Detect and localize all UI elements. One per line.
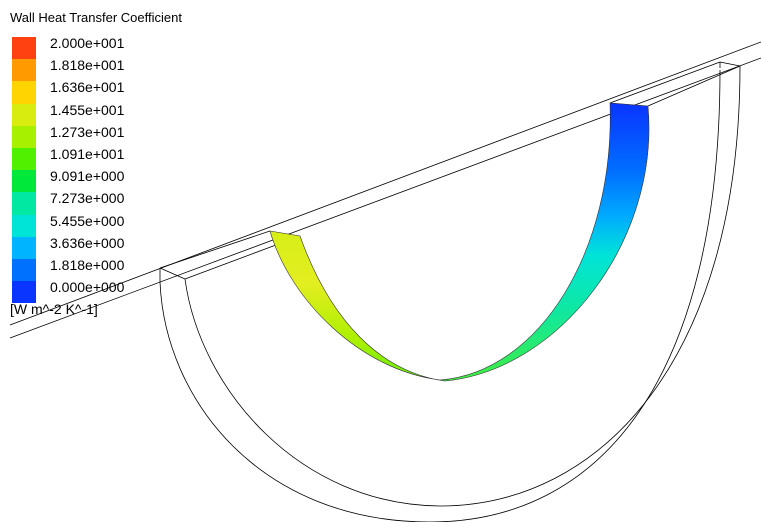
legend-swatch [12,281,36,304]
legend-swatch [12,81,36,104]
legend-swatch [12,59,36,82]
legend-tick-label: 7.273e+000 [50,190,125,207]
legend-swatch [12,259,36,282]
legend-swatch [12,236,36,259]
band-left-segment [269,230,446,382]
legend-tick-label: 1.636e+001 [50,79,125,96]
band-right-segment [439,102,650,382]
legend-tick-label: 9.091e+000 [50,168,125,185]
legend-tick-label: 1.818e+000 [50,257,125,273]
legend-tick-label: 5.455e+000 [50,212,125,229]
legend-swatch [12,37,36,60]
legend-tick-label: 1.273e+001 [50,123,125,140]
wireframe-geometry [9,41,761,522]
legend-tick-label: 1.818e+001 [50,57,125,74]
legend-swatch [12,214,36,237]
legend-tick-label: 1.455e+001 [50,101,125,118]
legend-tick-label: 1.091e+001 [50,146,125,162]
legend-tick-label: 2.000e+001 [50,35,125,51]
legend-swatch [12,125,36,148]
legend-swatch [12,103,36,126]
legend-swatch [12,148,36,171]
legend-swatch [12,170,36,193]
legend-tick-label: 0.000e+000 [50,279,125,296]
legend-tick-label: 3.636e+000 [50,234,125,251]
legend-units: [W m^-2 K^-1] [10,301,98,317]
legend-title: Wall Heat Transfer Coefficient [10,10,182,25]
legend-swatch [12,192,36,215]
